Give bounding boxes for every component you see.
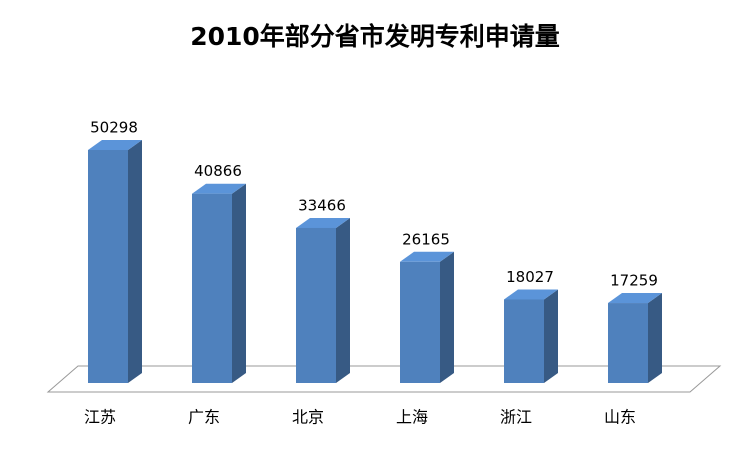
- value-label: 17259: [610, 272, 658, 290]
- bar-side: [232, 183, 246, 383]
- x-tick-label: 广东: [188, 408, 220, 427]
- bar-side: [336, 217, 350, 383]
- bar: [296, 227, 336, 383]
- bar-top: [296, 217, 350, 228]
- value-label: 50298: [90, 119, 138, 137]
- x-tick-label: 北京: [292, 408, 324, 427]
- x-tick-label: 浙江: [500, 408, 532, 427]
- bar-top: [400, 251, 454, 262]
- bar-top: [192, 183, 246, 194]
- value-label: 33466: [298, 196, 346, 214]
- x-tick-label: 上海: [396, 408, 428, 427]
- bar-top: [504, 289, 558, 300]
- bar-side: [440, 251, 454, 383]
- bar: [192, 193, 232, 383]
- bar-top: [608, 293, 662, 304]
- value-label: 40866: [194, 162, 242, 180]
- bar: [504, 299, 544, 383]
- bar-side: [648, 293, 662, 383]
- value-label: 26165: [402, 230, 450, 248]
- bar: [88, 150, 128, 383]
- bar-side: [128, 140, 142, 383]
- chart-title: 2010年部分省市发明专利申请量: [190, 22, 560, 51]
- x-tick-label: 山东: [604, 408, 636, 427]
- x-tick-label: 江苏: [84, 408, 116, 427]
- bar-top: [88, 140, 142, 150]
- bar: [608, 303, 648, 383]
- bar-side: [544, 289, 558, 383]
- bar: [400, 261, 440, 383]
- value-label: 18027: [506, 268, 554, 286]
